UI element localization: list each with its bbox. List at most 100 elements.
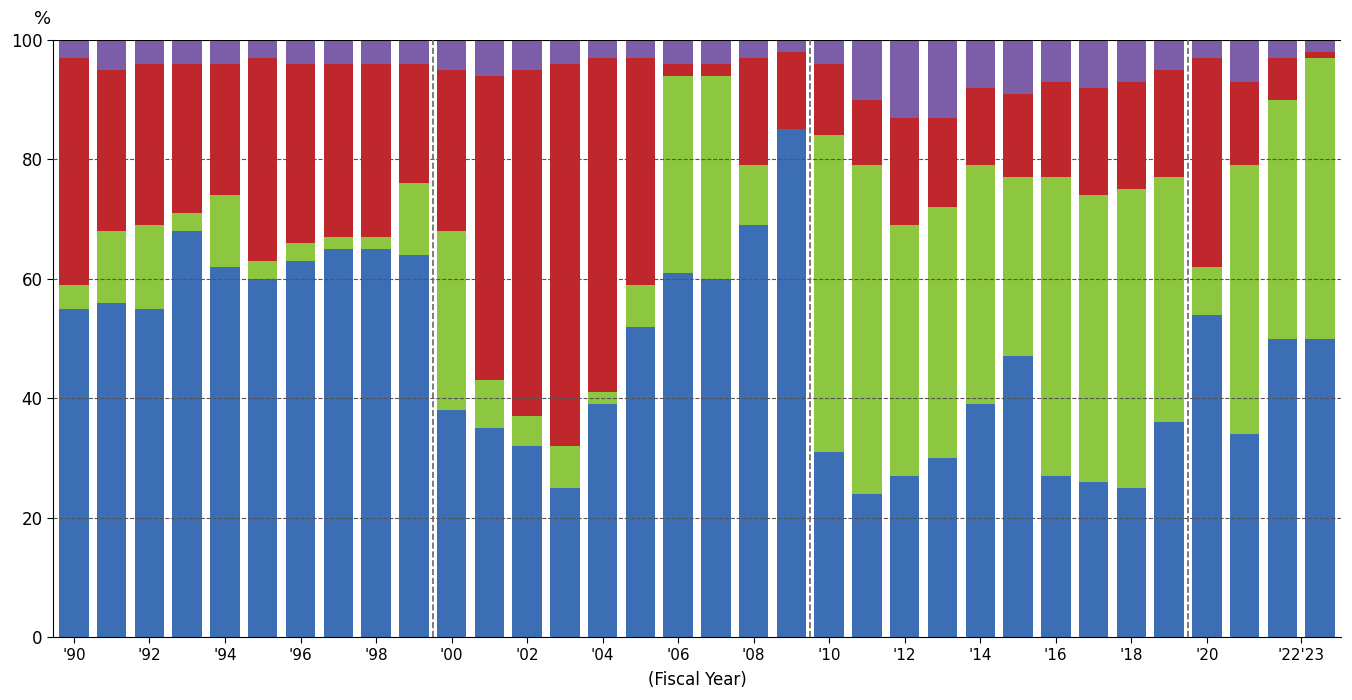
Bar — [1003, 40, 1033, 94]
Bar — [97, 40, 127, 70]
Bar — [135, 64, 164, 225]
Bar — [776, 52, 806, 130]
Bar — [211, 40, 239, 64]
Bar — [285, 261, 315, 637]
Bar — [1117, 488, 1146, 637]
Bar — [588, 40, 618, 58]
Bar — [740, 40, 768, 58]
Bar — [1117, 40, 1146, 82]
Bar — [890, 476, 919, 637]
Bar — [550, 40, 580, 64]
Bar — [323, 249, 353, 637]
Bar — [740, 225, 768, 637]
Bar — [1192, 267, 1222, 314]
Bar — [285, 40, 315, 64]
Bar — [173, 64, 201, 213]
Bar — [512, 70, 542, 416]
Bar — [399, 40, 429, 64]
Bar — [323, 237, 353, 249]
Bar — [927, 207, 957, 458]
Bar — [59, 58, 89, 285]
Bar — [399, 255, 429, 637]
Bar — [1306, 52, 1334, 58]
Bar — [702, 279, 730, 637]
Bar — [550, 488, 580, 637]
Bar — [1117, 82, 1146, 189]
Bar — [550, 446, 580, 488]
Bar — [702, 40, 730, 64]
Bar — [135, 40, 164, 64]
Bar — [437, 410, 466, 637]
Bar — [890, 225, 919, 476]
Bar — [965, 88, 995, 165]
Bar — [361, 237, 391, 249]
Bar — [588, 404, 618, 637]
Bar — [626, 58, 656, 285]
Bar — [135, 309, 164, 637]
Bar — [814, 136, 844, 452]
Bar — [852, 99, 882, 165]
Bar — [852, 165, 882, 493]
Bar — [1306, 40, 1334, 52]
Bar — [1230, 165, 1259, 434]
Bar — [285, 243, 315, 261]
Bar — [1003, 94, 1033, 177]
Bar — [740, 165, 768, 225]
Bar — [1268, 339, 1297, 637]
Bar — [1041, 40, 1071, 82]
Bar — [890, 40, 919, 118]
Bar — [1003, 356, 1033, 637]
Bar — [437, 231, 466, 410]
Bar — [437, 40, 466, 70]
Bar — [852, 40, 882, 99]
Bar — [1079, 88, 1109, 195]
Bar — [512, 446, 542, 637]
Bar — [1306, 58, 1334, 339]
Bar — [323, 40, 353, 64]
Bar — [475, 76, 504, 380]
Bar — [702, 76, 730, 279]
Bar — [852, 494, 882, 637]
Bar — [1268, 99, 1297, 339]
Bar — [247, 279, 277, 637]
Bar — [1268, 58, 1297, 99]
Bar — [814, 40, 844, 64]
Bar — [550, 64, 580, 446]
Bar — [1155, 422, 1184, 637]
Bar — [626, 40, 656, 58]
Bar — [512, 40, 542, 70]
Bar — [1230, 40, 1259, 82]
Bar — [361, 64, 391, 237]
Bar — [361, 249, 391, 637]
Bar — [776, 40, 806, 52]
Bar — [135, 225, 164, 309]
Bar — [1079, 195, 1109, 482]
Bar — [1041, 476, 1071, 637]
Bar — [59, 285, 89, 309]
Bar — [475, 428, 504, 637]
Bar — [211, 64, 239, 195]
Bar — [211, 267, 239, 637]
Bar — [664, 64, 692, 76]
Bar — [776, 130, 806, 637]
Bar — [1230, 434, 1259, 637]
X-axis label: (Fiscal Year): (Fiscal Year) — [648, 671, 746, 689]
Bar — [285, 64, 315, 243]
Bar — [247, 58, 277, 261]
Bar — [1155, 70, 1184, 177]
Bar — [59, 40, 89, 58]
Bar — [173, 213, 201, 231]
Bar — [512, 416, 542, 446]
Bar — [399, 183, 429, 255]
Bar — [1041, 82, 1071, 177]
Bar — [890, 118, 919, 225]
Bar — [97, 70, 127, 231]
Bar — [1268, 40, 1297, 58]
Bar — [247, 261, 277, 279]
Bar — [475, 40, 504, 76]
Bar — [927, 118, 957, 207]
Bar — [664, 273, 692, 637]
Bar — [1003, 177, 1033, 356]
Bar — [1192, 40, 1222, 58]
Bar — [1117, 189, 1146, 488]
